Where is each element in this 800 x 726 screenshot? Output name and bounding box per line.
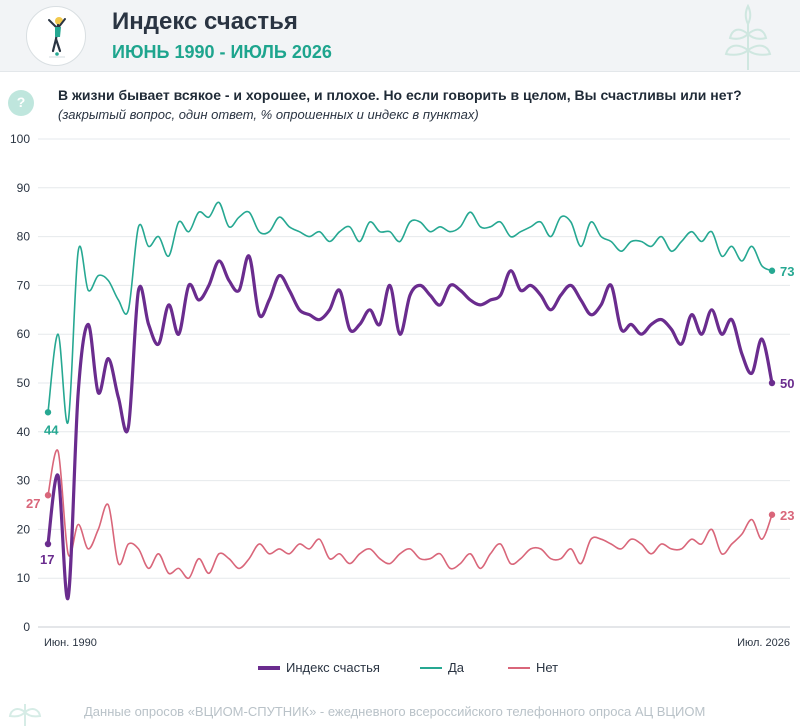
header-bar: Индекс счастья ИЮНЬ 1990 - ИЮЛЬ 2026 <box>0 0 800 72</box>
series-end-point-no <box>768 511 776 518</box>
series-start-point-yes <box>44 409 52 416</box>
series-line-no <box>47 449 773 580</box>
page-subtitle: ИЮНЬ 1990 - ИЮЛЬ 2026 <box>112 42 332 62</box>
grid <box>38 138 790 628</box>
series-end-point-index <box>768 379 776 387</box>
y-tick-label: 40 <box>17 425 31 439</box>
happy-person-logo <box>26 6 86 66</box>
y-tick-label: 50 <box>17 376 31 390</box>
legend-label-yes: Да <box>448 660 465 675</box>
legend-item-index: Индекс счастья <box>258 660 380 675</box>
series-start-point-index <box>44 540 52 548</box>
end-label-no: 23 <box>780 508 794 523</box>
legend-label-no: Нет <box>536 660 559 675</box>
leaf-decoration-icon <box>724 4 772 70</box>
series-line-index <box>46 254 774 601</box>
y-tick-label: 100 <box>10 132 30 146</box>
series-start-point-no <box>44 492 52 499</box>
footer: Данные опросов «ВЦИОМ-СПУТНИК» - ежеднев… <box>0 698 800 726</box>
legend-swatch-index <box>258 665 280 670</box>
x-start-label: Июн. 1990 <box>44 637 97 649</box>
end-label-index: 50 <box>780 376 794 391</box>
happy-person-icon <box>48 17 66 58</box>
series-lines <box>44 201 776 601</box>
data-labels: 27 23 44 73 17 50 <box>26 264 794 567</box>
survey-question: В жизни бывает всякое - и хорошее, и пло… <box>58 87 742 103</box>
legend-label-index: Индекс счастья <box>286 660 380 675</box>
start-label-index: 17 <box>40 552 54 567</box>
y-tick-label: 30 <box>17 474 31 488</box>
legend-swatch-yes <box>420 666 442 669</box>
y-tick-label: 0 <box>23 620 30 634</box>
x-axis: Июн. 1990 Июл. 2026 <box>44 637 790 649</box>
survey-note: (закрытый вопрос, один ответ, % опрошенн… <box>58 107 479 122</box>
legend-item-no: Нет <box>508 660 558 675</box>
start-label-no: 27 <box>26 496 40 511</box>
footer-source: Данные опросов «ВЦИОМ-СПУТНИК» - ежеднев… <box>84 704 706 719</box>
y-tick-label: 60 <box>17 327 31 341</box>
question-icon: ? <box>8 90 34 116</box>
series-end-point-yes <box>768 267 776 274</box>
chart-legend: Индекс счастья Да Нет <box>0 660 800 680</box>
footer-leaf-icon <box>8 704 42 726</box>
y-tick-label: 80 <box>17 230 31 244</box>
y-tick-label: 90 <box>17 181 31 195</box>
y-tick-label: 10 <box>17 571 31 585</box>
y-tick-label: 20 <box>17 522 31 536</box>
end-label-yes: 73 <box>780 264 794 279</box>
x-end-label: Июл. 2026 <box>737 637 790 649</box>
y-tick-label: 70 <box>17 278 31 292</box>
legend-item-yes: Да <box>420 660 464 675</box>
y-axis: 0 10 20 30 40 50 60 70 80 90 100 <box>10 132 30 634</box>
page-title: Индекс счастья <box>112 8 298 35</box>
legend-swatch-no <box>508 666 530 669</box>
start-label-yes: 44 <box>44 422 59 437</box>
series-line-yes <box>47 201 773 424</box>
